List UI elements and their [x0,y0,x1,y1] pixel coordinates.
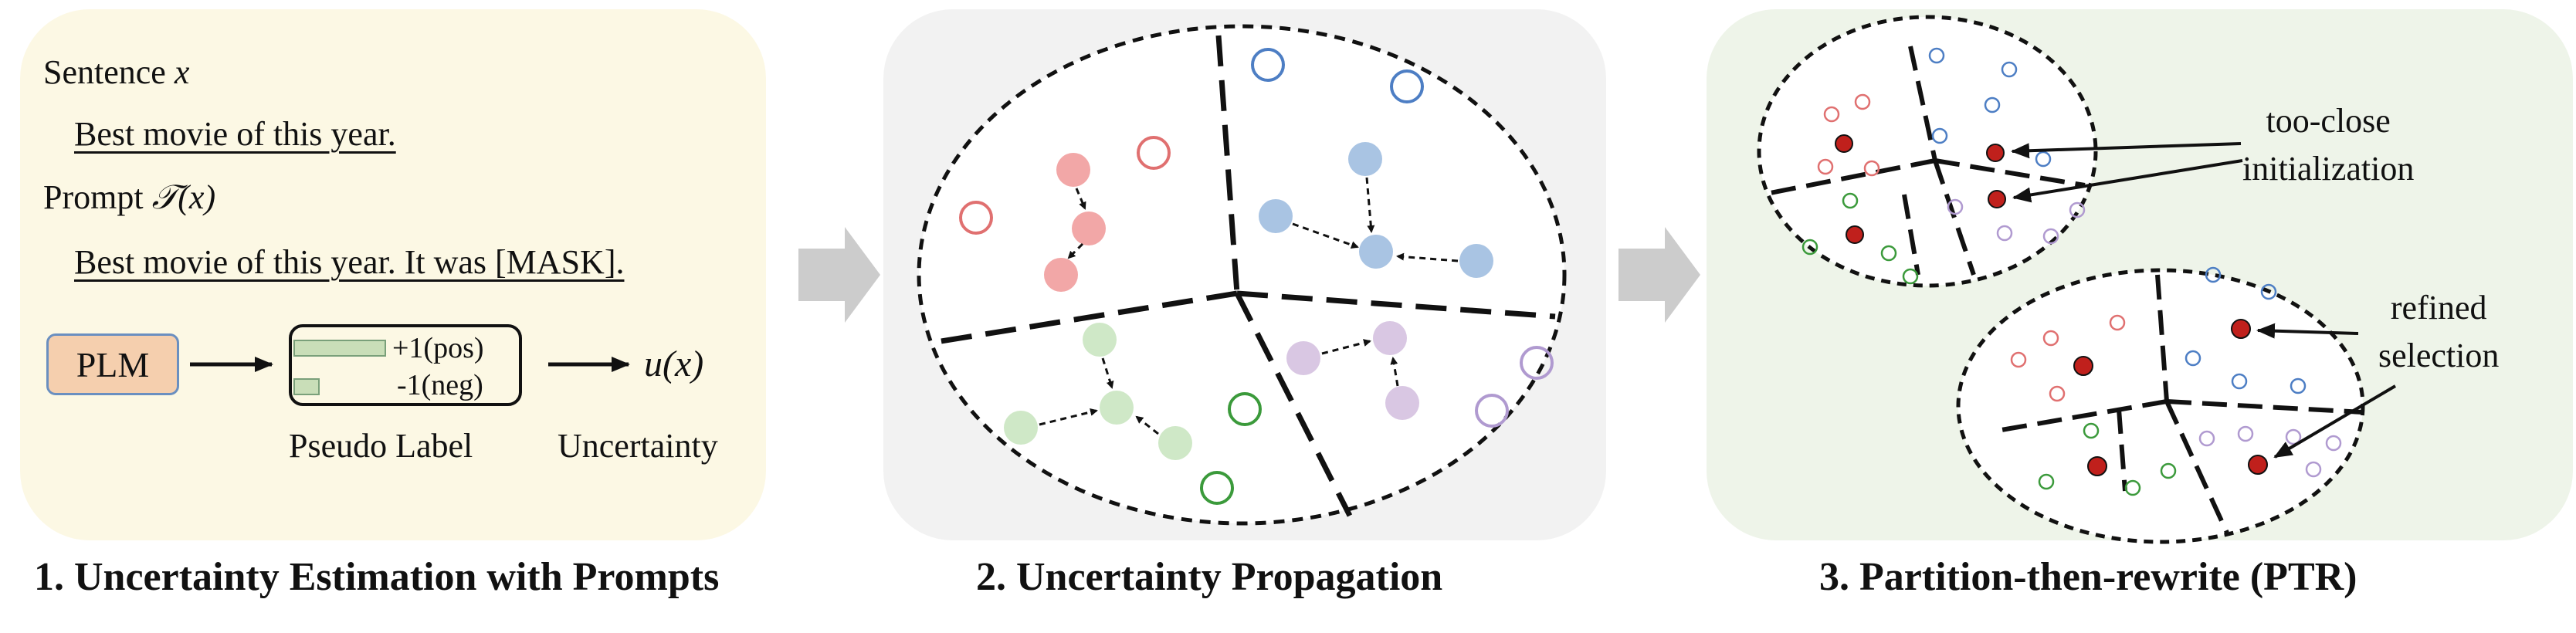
node-red [1044,258,1078,292]
annotation-top-line2: initialization [2242,149,2415,188]
ptr-bottom-ellipse-group [1956,266,2365,544]
node-red-unlabeled [959,201,993,235]
selected-node [2231,319,2251,339]
node-green [1158,426,1192,460]
node-green [1083,323,1117,357]
pseudo-label-box [289,324,522,406]
node-blue-unlabeled [1251,48,1285,82]
node-purple [1286,341,1320,375]
prompt-label: Prompt [43,178,144,216]
node-green-unlabeled [1200,471,1234,505]
propagation-nodes [959,48,1554,505]
selected-node [1986,144,2005,162]
propagation-partition-lines [930,35,1556,517]
uncertainty-caption: Uncertainty [558,427,718,465]
sentence-text: Best movie of this year. [74,115,396,153]
pseudo-label-caption: Pseudo Label [289,427,473,465]
sentence-var: x [174,53,190,91]
node-blue [1259,199,1293,233]
pos-label: +1(pos) [392,332,484,364]
ptr-top-ellipse [1757,15,2098,288]
selected-node [1835,134,1853,153]
flow-arrow-2-to-3 [1618,227,1700,323]
caption-panel-2: 2. Uncertainty Propagation [976,555,1443,599]
caption-panel-3: 3. Partition-then-rewrite (PTR) [1819,555,2357,599]
annotation-bottom-line2: selection [2378,336,2500,374]
annotation-bottom-line1: refined [2390,289,2487,327]
annotation-top-line1: too-close [2266,102,2391,140]
flow-arrow-1-to-2 [798,227,880,323]
node-red-unlabeled [1137,136,1171,170]
node-green [1004,411,1038,445]
caption-panel-1: 1. Uncertainty Estimation with Prompts [34,555,720,599]
panel-uncertainty-estimation [20,9,766,540]
annotation-refined: refined selection [2378,284,2499,379]
pos-bar [293,340,386,357]
node-blue [1359,235,1393,269]
prompt-var: 𝒯(x) [151,178,216,216]
selected-node [1846,225,1864,244]
node-purple [1385,386,1419,420]
sentence-label: Sentence [43,53,166,91]
selected-node [2087,456,2107,476]
plm-box: PLM [46,333,179,395]
selected-node [2073,356,2093,376]
ptr-top-ellipse-group [1757,15,2098,288]
neg-label: -1(neg) [397,369,483,401]
propagation-arrows [1039,177,1459,435]
node-blue-unlabeled [1390,69,1424,103]
annotation-arrows [2011,142,2397,459]
node-purple-unlabeled [1520,346,1554,380]
selected-node [2248,455,2268,475]
node-purple-unlabeled [1475,394,1509,428]
node-purple [1373,321,1407,355]
plm-label: PLM [76,344,150,384]
uncertainty-function: u(x) [644,344,704,384]
annotation-too-close: too-close initialization [2242,97,2414,192]
sentence-heading: Sentence x [43,56,189,90]
node-blue [1348,142,1382,176]
node-blue [1459,244,1493,278]
prompt-text: Best movie of this year. It was [MASK]. [74,243,625,281]
node-red [1056,153,1090,187]
node-green [1100,391,1134,425]
neg-bar [293,378,320,395]
selected-node [1988,190,2006,208]
prompt-heading: Prompt 𝒯(x) [43,181,215,215]
node-red [1072,212,1106,245]
node-green-unlabeled [1228,392,1262,426]
